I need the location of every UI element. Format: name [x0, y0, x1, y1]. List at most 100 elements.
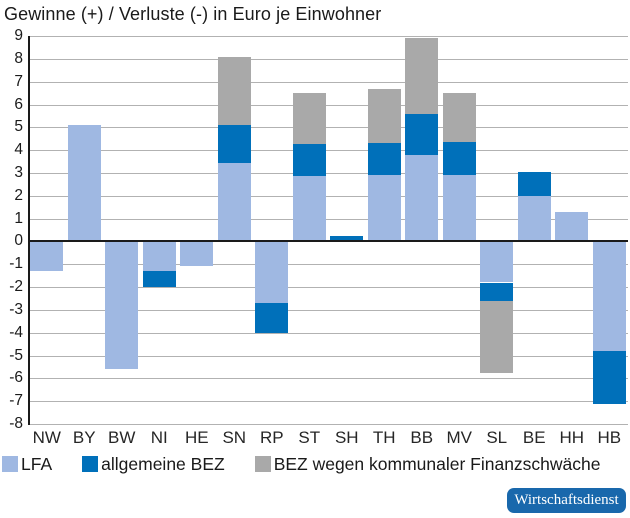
- gridline-9: [28, 36, 628, 37]
- y-tick-label--7: -7: [9, 392, 23, 410]
- y-tick-label-0: 0: [14, 232, 23, 250]
- bar-BW-lfa: [105, 241, 139, 370]
- bar-NI-allgemeine-bez: [142, 271, 176, 288]
- y-tick-label-9: 9: [14, 27, 23, 44]
- bar-SN-lfa: [217, 162, 251, 242]
- bar-BE-allgemeine-bez: [517, 171, 551, 196]
- y-axis-labels: 9 8 7 6 5 4 3 2 1 0 -1 -2 -3 -4 -5 -6 -7 -8: [0, 27, 25, 432]
- bar-RP-allgemeine-bez: [255, 303, 289, 333]
- x-tick-label-NI: NI: [150, 428, 168, 447]
- bar-SL-bez-wegen-kommunaler-finanzschw-che: [480, 300, 514, 373]
- x-tick-label-HB: HB: [597, 428, 622, 447]
- lfa-swatch-icon: [2, 456, 18, 472]
- gridline-4: [28, 150, 628, 152]
- x-tick-label-RP: RP: [259, 428, 284, 447]
- bar-BB-allgemeine-bez: [405, 113, 439, 155]
- bar-ST-lfa: [292, 176, 326, 242]
- y-tick-label--1: -1: [9, 255, 23, 273]
- x-tick-label-BW: BW: [108, 428, 136, 447]
- y-tick-label-2: 2: [14, 186, 23, 204]
- bar-TH-lfa: [367, 175, 401, 242]
- bar-RP-lfa: [255, 241, 289, 303]
- y-tick-label-3: 3: [14, 163, 23, 181]
- x-tick-label-BY: BY: [72, 428, 96, 447]
- bar-HE-lfa: [180, 241, 214, 267]
- bar-BB-bez-wegen-kommunaler-finanzschw-che: [405, 38, 439, 114]
- bar-MV-bez-wegen-kommunaler-finanzschw-che: [442, 93, 476, 143]
- bar-TH-bez-wegen-kommunaler-finanzschw-che: [367, 88, 401, 144]
- gridline-6: [28, 104, 628, 106]
- legend-item-lfa: LFA: [2, 454, 52, 475]
- bar-NI-lfa: [142, 241, 176, 272]
- chart-title: Gewinne (+) / Verluste (-) in Euro je Ei…: [4, 4, 382, 24]
- legend-item-bez-kommunal: BEZ wegen kommunaler Finanzschwäche: [254, 453, 601, 475]
- y-tick-label--8: -8: [9, 415, 23, 432]
- bar-SN-bez-wegen-kommunaler-finanzschw-che: [217, 56, 251, 125]
- x-tick-label-BB: BB: [410, 428, 434, 447]
- bar-SN-allgemeine-bez: [217, 125, 251, 163]
- bar-BB-lfa: [405, 154, 439, 242]
- y-tick-label--6: -6: [9, 369, 23, 387]
- gridline-5: [28, 127, 628, 129]
- gridline--7: [28, 401, 628, 403]
- y-tick-label--5: -5: [9, 346, 23, 364]
- x-axis-labels: NW BY BW NI HE SN RP ST SH TH BB MV SL BE HH HB: [28, 427, 628, 449]
- bar-HH-lfa: [555, 211, 589, 242]
- gridline--3: [28, 309, 628, 311]
- zero-axis-line: [28, 240, 628, 243]
- gridline--4: [28, 332, 628, 334]
- bar-ST-allgemeine-bez: [292, 144, 326, 177]
- legend-label-lfa: LFA: [21, 453, 53, 474]
- bez-kommunal-swatch-icon: [254, 456, 271, 472]
- x-tick-label-SN: SN: [222, 428, 247, 447]
- y-tick-label-8: 8: [14, 49, 23, 67]
- allgemeine-bez-swatch-icon: [82, 456, 99, 472]
- gridline--2: [28, 287, 628, 289]
- y-tick-label--3: -3: [9, 300, 23, 318]
- y-tick-label--4: -4: [9, 323, 23, 341]
- legend-label-allgemeine-bez: allgemeine BEZ: [101, 453, 225, 474]
- gridline--1: [28, 264, 628, 266]
- legend-item-allgemeine-bez: allgemeine BEZ: [82, 454, 225, 475]
- x-tick-label-TH: TH: [372, 428, 396, 447]
- y-tick-label-7: 7: [14, 72, 23, 90]
- gridline--5: [28, 355, 628, 357]
- gridline-2: [28, 195, 628, 197]
- gridline-8: [28, 58, 628, 60]
- legend-label-bez-kommunal: BEZ wegen kommunaler Finanzschwäche: [273, 453, 601, 474]
- y-tick-label-4: 4: [14, 141, 23, 159]
- gridline--6: [28, 378, 628, 380]
- bar-SL-allgemeine-bez: [480, 282, 514, 301]
- gridline--8: [28, 424, 628, 425]
- x-tick-label-MV: MV: [446, 428, 473, 447]
- bar-BE-lfa: [517, 195, 551, 242]
- y-tick-label-5: 5: [14, 118, 23, 136]
- bar-BY-lfa: [67, 125, 101, 242]
- x-tick-label-BE: BE: [522, 428, 546, 447]
- legend: LFA allgemeine BEZ BEZ wegen kommunaler …: [2, 453, 601, 475]
- y-tick-label--2: -2: [9, 278, 23, 296]
- wirtschaftsdienst-badge: Wirtschaftsdienst: [507, 488, 626, 513]
- gridline-1: [28, 218, 628, 220]
- x-tick-label-HE: HE: [184, 428, 209, 447]
- bar-NW-lfa: [30, 241, 64, 272]
- y-tick-label-6: 6: [14, 95, 23, 113]
- y-tick-label-1: 1: [14, 209, 23, 227]
- bar-TH-allgemeine-bez: [367, 143, 401, 176]
- bar-SL-lfa: [480, 241, 514, 283]
- bar-MV-allgemeine-bez: [442, 142, 476, 176]
- x-tick-label-HH: HH: [559, 428, 585, 447]
- x-tick-label-ST: ST: [298, 428, 321, 447]
- x-tick-label-SH: SH: [334, 428, 359, 447]
- gridline-7: [28, 81, 628, 83]
- gridline-3: [28, 172, 628, 174]
- bar-HB-allgemeine-bez: [592, 351, 626, 404]
- bar-HB-lfa: [592, 241, 626, 351]
- x-tick-label-SL: SL: [486, 428, 508, 447]
- plot-area: [28, 36, 628, 425]
- x-tick-label-NW: NW: [32, 428, 61, 447]
- y-axis-line: [28, 36, 30, 425]
- bar-MV-lfa: [442, 175, 476, 242]
- bar-SH-allgemeine-bez: [330, 235, 364, 242]
